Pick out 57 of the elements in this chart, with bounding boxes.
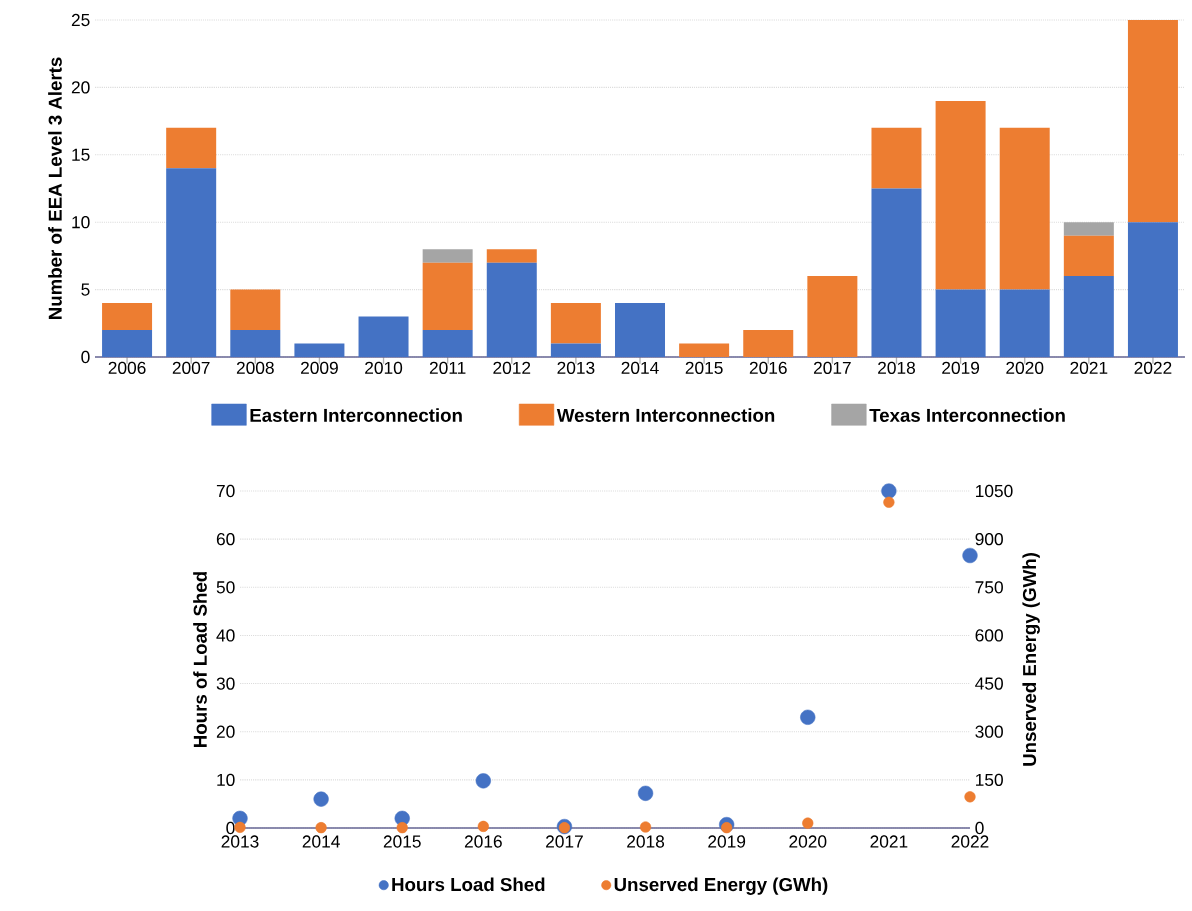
y-tick-label: 0 bbox=[226, 821, 235, 835]
x-tick-label: 2021 bbox=[870, 835, 908, 848]
x-tick-label: 2010 bbox=[365, 361, 403, 374]
legend-label: Western Interconnection bbox=[556, 408, 775, 422]
legend-label: Unserved Energy (GWh) bbox=[614, 877, 828, 895]
y-tick-label: 5 bbox=[81, 283, 90, 296]
y2-tick-label: 300 bbox=[975, 725, 1003, 738]
x-tick-label: 2015 bbox=[685, 361, 723, 374]
y2-tick-label: 150 bbox=[976, 773, 1003, 786]
x-tick-label: 2013 bbox=[557, 361, 595, 374]
x-tick-label: 2022 bbox=[951, 835, 989, 848]
y2-tick-label: 1050 bbox=[976, 484, 1013, 498]
y-tick-label: 70 bbox=[216, 484, 235, 498]
y2-tick-label: 900 bbox=[975, 533, 1003, 546]
y-tick-label: 20 bbox=[216, 725, 235, 738]
x-tick-label: 2020 bbox=[789, 835, 827, 848]
y-axis-title: Hours of Load Shed bbox=[193, 572, 207, 747]
y-tick-label: 30 bbox=[216, 677, 235, 690]
x-tick-label: 2009 bbox=[301, 361, 338, 374]
y-tick-label: 60 bbox=[216, 533, 235, 546]
x-tick-label: 2018 bbox=[627, 835, 665, 848]
x-tick-label: 2012 bbox=[493, 361, 531, 374]
y-tick-label: 20 bbox=[71, 81, 90, 94]
y-tick-label: 10 bbox=[72, 216, 90, 229]
y2-tick-label: 600 bbox=[975, 629, 1003, 642]
y-tick-label: 10 bbox=[217, 773, 235, 786]
x-tick-label: 2011 bbox=[429, 361, 466, 374]
x-tick-label: 2016 bbox=[464, 835, 502, 848]
x-tick-label: 2020 bbox=[1006, 361, 1044, 374]
x-tick-label: 2021 bbox=[1070, 361, 1108, 374]
x-tick-label: 2017 bbox=[546, 835, 583, 848]
y-tick-label: 40 bbox=[216, 629, 235, 642]
y-axis-title: Number of EEA Level 3 Alerts bbox=[48, 57, 62, 319]
x-tick-label: 2022 bbox=[1134, 361, 1172, 374]
x-tick-label: 2006 bbox=[108, 361, 146, 374]
legend-label: Eastern Interconnection bbox=[250, 408, 462, 422]
y2-tick-label: 750 bbox=[975, 581, 1003, 594]
y-tick-label: 50 bbox=[216, 581, 235, 594]
y2-tick-label: 450 bbox=[975, 677, 1003, 690]
y-tick-label: 25 bbox=[71, 13, 90, 27]
x-tick-label: 2019 bbox=[942, 361, 980, 374]
x-tick-label: 2014 bbox=[621, 361, 659, 374]
y-tick-label: 0 bbox=[81, 350, 90, 364]
y2-axis-title: Unserved Energy (GWh) bbox=[1022, 553, 1040, 766]
x-tick-label: 2016 bbox=[749, 361, 787, 374]
y2-tick-label: 0 bbox=[975, 821, 984, 835]
x-tick-label: 2019 bbox=[708, 835, 746, 848]
legend-label: Hours Load Shed bbox=[392, 877, 545, 892]
x-tick-label: 2018 bbox=[878, 361, 915, 374]
x-tick-label: 2008 bbox=[236, 361, 274, 374]
x-tick-label: 2017 bbox=[813, 361, 851, 374]
y-tick-label: 15 bbox=[72, 148, 90, 161]
x-tick-label: 2015 bbox=[383, 835, 421, 848]
legend-label: Texas Interconnection bbox=[869, 408, 1065, 422]
x-tick-label: 2013 bbox=[221, 835, 259, 848]
x-tick-label: 2014 bbox=[302, 835, 340, 848]
x-tick-label: 2007 bbox=[172, 361, 210, 374]
